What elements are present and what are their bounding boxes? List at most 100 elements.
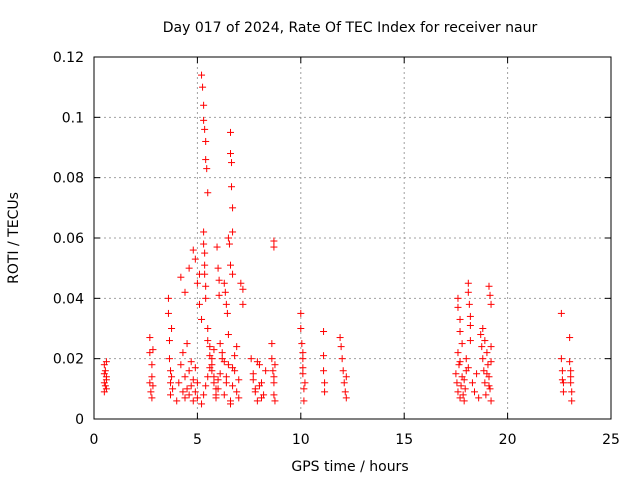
data-point	[235, 376, 243, 384]
data-point	[202, 294, 210, 302]
data-point	[299, 370, 307, 378]
data-point	[226, 150, 234, 158]
data-point	[187, 382, 195, 390]
data-point	[101, 367, 109, 375]
data-point	[187, 358, 195, 366]
data-point	[179, 388, 187, 396]
data-point	[220, 358, 228, 366]
data-point	[204, 373, 212, 381]
data-point	[270, 379, 278, 387]
data-point	[214, 376, 222, 384]
data-point	[473, 370, 481, 378]
data-point	[167, 367, 175, 375]
data-point	[165, 337, 173, 345]
data-point	[468, 379, 476, 387]
data-point	[202, 137, 210, 145]
data-point	[164, 309, 172, 317]
data-point	[201, 270, 209, 278]
data-point	[269, 367, 277, 375]
data-point	[557, 355, 565, 363]
data-point	[102, 358, 110, 366]
data-point	[165, 355, 173, 363]
data-point	[175, 379, 183, 387]
data-point	[213, 243, 221, 251]
data-point	[457, 382, 465, 390]
data-point	[483, 370, 491, 378]
data-point	[485, 382, 493, 390]
data-point	[229, 364, 237, 372]
data-point	[225, 240, 233, 248]
data-point	[200, 228, 208, 236]
data-point	[226, 128, 234, 136]
data-point	[148, 394, 156, 402]
data-point	[299, 349, 307, 357]
data-point	[247, 355, 255, 363]
data-point	[233, 388, 241, 396]
data-point	[464, 364, 472, 372]
x-tick-label: 5	[193, 432, 202, 448]
data-point	[102, 385, 110, 393]
y-axis-label: ROTI / TECUs	[6, 192, 22, 284]
data-point	[337, 343, 345, 351]
data-point	[204, 325, 212, 332]
data-point	[229, 382, 237, 390]
data-point	[453, 379, 461, 387]
data-point	[271, 397, 279, 405]
data-point	[200, 391, 208, 399]
data-point	[339, 367, 347, 375]
data-point	[177, 273, 185, 281]
data-point	[456, 394, 464, 402]
data-point	[212, 394, 220, 402]
data-point	[198, 315, 206, 323]
data-point	[102, 376, 110, 384]
data-point	[148, 361, 156, 369]
data-point	[220, 391, 228, 399]
data-point	[454, 349, 462, 357]
data-point	[202, 156, 210, 164]
data-point	[557, 309, 565, 317]
data-point	[478, 343, 486, 351]
data-point	[479, 355, 487, 363]
data-point	[181, 394, 189, 402]
data-point	[566, 334, 574, 342]
data-point	[201, 249, 209, 257]
data-point	[301, 379, 309, 387]
data-point	[222, 373, 230, 381]
data-point	[486, 291, 494, 299]
data-point	[216, 340, 224, 348]
data-point	[191, 255, 199, 263]
data-point	[181, 373, 189, 381]
data-point	[224, 234, 232, 242]
data-point	[228, 159, 236, 167]
data-point	[173, 397, 181, 405]
data-point	[210, 379, 218, 387]
data-point	[198, 71, 206, 79]
data-point	[299, 355, 307, 363]
y-tick-label: 0.04	[53, 291, 84, 307]
data-point	[191, 388, 199, 396]
data-point	[342, 373, 350, 381]
data-point	[169, 385, 177, 393]
data-point	[249, 376, 257, 384]
data-point	[462, 355, 470, 363]
data-point	[466, 312, 474, 320]
x-tick-label: 20	[499, 432, 517, 448]
data-point	[342, 394, 350, 402]
data-point	[146, 349, 154, 357]
data-point	[183, 340, 191, 348]
data-point	[215, 291, 223, 299]
y-tick-label: 0.12	[53, 50, 84, 66]
data-point	[454, 388, 462, 396]
x-tick-label: 10	[292, 432, 310, 448]
data-point	[481, 379, 489, 387]
data-point	[189, 376, 197, 384]
data-point	[558, 376, 566, 384]
data-point	[487, 300, 495, 308]
data-point	[568, 397, 576, 405]
data-point	[200, 240, 208, 248]
data-point	[202, 382, 210, 390]
data-point	[146, 334, 154, 342]
data-point	[200, 116, 208, 124]
data-point	[191, 364, 199, 372]
data-point	[558, 367, 566, 375]
